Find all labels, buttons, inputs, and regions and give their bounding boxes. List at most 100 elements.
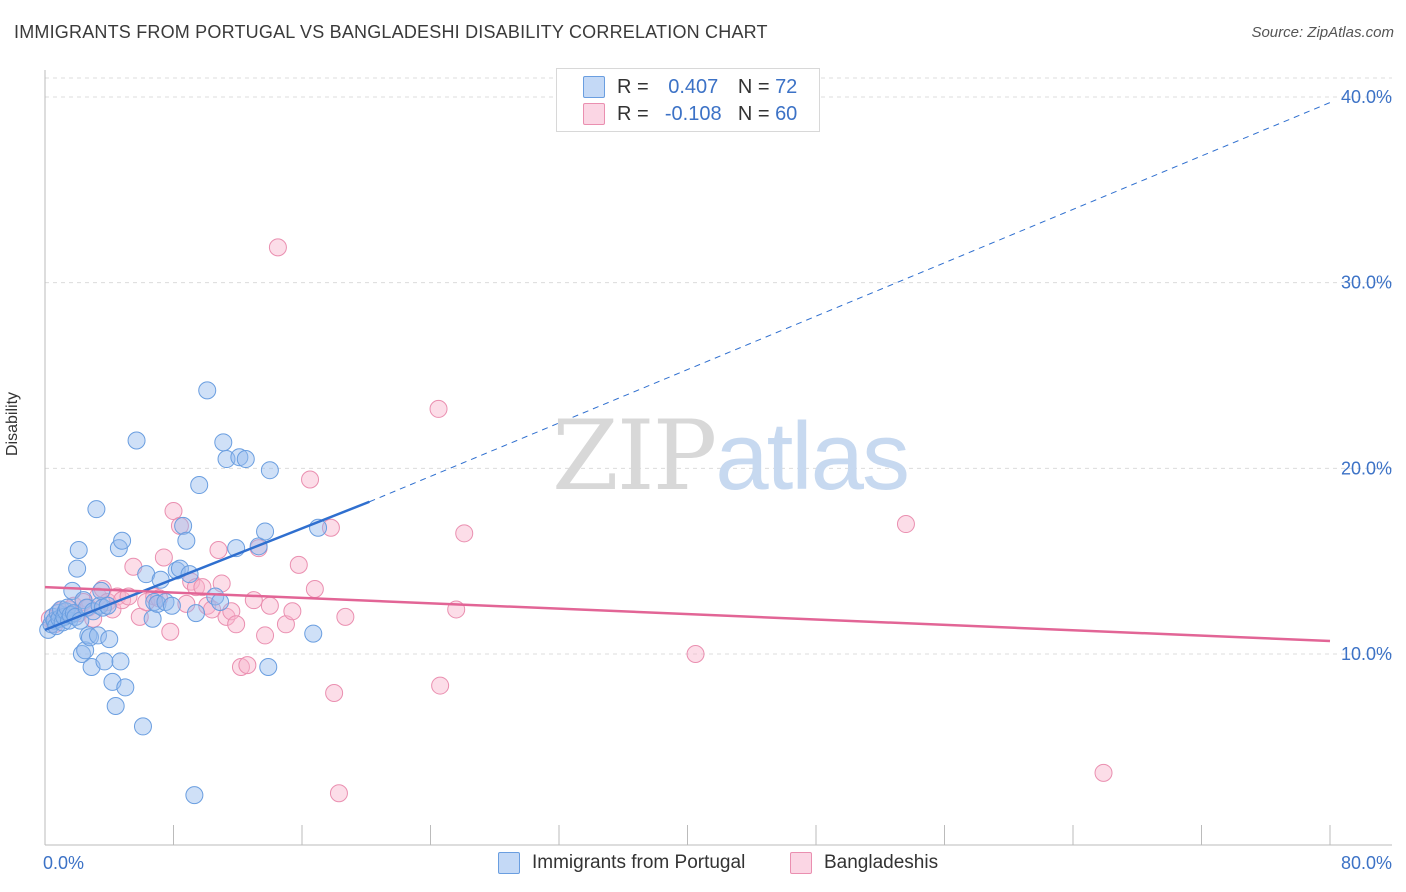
legend-item-bangladeshis: Bangladeshis xyxy=(790,852,938,874)
data-point-bangladeshis xyxy=(238,656,257,675)
data-point-portugal xyxy=(177,531,196,550)
data-point-bangladeshis xyxy=(325,683,344,702)
series-legend: Immigrants from Portugal Bangladeshis xyxy=(0,852,1406,878)
data-point-bangladeshis xyxy=(227,615,246,634)
r-label: R = xyxy=(617,102,649,125)
n-value: 72 xyxy=(775,75,798,98)
data-point-bangladeshis xyxy=(686,645,705,663)
data-point-portugal xyxy=(69,541,88,560)
data-point-portugal xyxy=(113,531,132,550)
legend-row-portugal: R = 0.407 N = 72 xyxy=(583,75,797,99)
y-tick-label: 20.0% xyxy=(1341,458,1392,478)
r-value: 0.407 xyxy=(668,75,719,98)
tick-labels: 10.0% 20.0% 30.0% 40.0% 0.0% 80.0% xyxy=(43,87,1392,873)
portugal-trend-line xyxy=(44,500,370,632)
data-point-bangladeshis xyxy=(231,657,250,676)
data-point-portugal xyxy=(206,587,225,606)
data-point-portugal xyxy=(89,626,108,645)
data-point-portugal xyxy=(211,593,230,612)
watermark-zip: ZIP xyxy=(552,400,717,512)
data-point-portugal xyxy=(174,516,193,535)
data-point-bangladeshis xyxy=(186,578,205,597)
data-point-bangladeshis xyxy=(268,238,287,257)
data-point-bangladeshis xyxy=(164,502,183,521)
data-point-bangladeshis xyxy=(283,602,302,621)
data-point-portugal xyxy=(95,652,114,671)
n-value: 60 xyxy=(775,102,798,125)
data-point-portugal xyxy=(230,448,249,467)
r-value: -0.108 xyxy=(664,102,722,125)
data-point-portugal xyxy=(116,678,135,697)
blue-swatch-icon xyxy=(498,852,520,874)
data-point-bangladeshis xyxy=(455,524,474,543)
data-point-portugal xyxy=(127,431,146,450)
trend-lines xyxy=(44,102,1331,643)
data-point-bangladeshis xyxy=(154,548,173,567)
data-point-portugal xyxy=(68,559,87,578)
watermark: ZIPatlas xyxy=(552,400,910,512)
data-point-portugal xyxy=(111,652,130,671)
data-point-portugal xyxy=(236,450,255,469)
bangladeshis-trend-line xyxy=(44,585,1331,643)
data-point-portugal xyxy=(260,461,279,480)
data-point-bangladeshis xyxy=(217,607,236,626)
data-point-portugal xyxy=(214,433,233,452)
y-axis-label: Disability xyxy=(4,391,21,456)
watermark-atlas: atlas xyxy=(715,403,910,510)
y-tick-label: 40.0% xyxy=(1341,87,1392,107)
y-tick-label: 10.0% xyxy=(1341,644,1392,664)
data-point-bangladeshis xyxy=(244,591,263,610)
data-point-bangladeshis xyxy=(896,515,915,534)
grid-layer xyxy=(45,77,1392,655)
y-tick-label: 30.0% xyxy=(1341,273,1392,293)
data-point-bangladeshis xyxy=(431,676,450,695)
data-point-bangladeshis xyxy=(161,622,180,641)
bangladeshis-points xyxy=(40,238,1113,803)
data-point-portugal xyxy=(190,476,209,495)
n-label: N = xyxy=(737,75,770,98)
data-point-bangladeshis xyxy=(429,399,448,418)
data-point-portugal xyxy=(185,786,204,805)
data-point-bangladeshis xyxy=(1094,763,1113,782)
legend-row-bangladeshis: R = -0.108 N = 60 xyxy=(583,102,797,126)
legend-item-portugal: Immigrants from Portugal xyxy=(498,852,745,874)
data-point-bangladeshis xyxy=(329,784,348,803)
x-tick-label: 80.0% xyxy=(1341,853,1392,873)
data-point-bangladeshis xyxy=(256,626,275,645)
data-point-bangladeshis xyxy=(209,541,228,560)
stats-legend: R = 0.407 N = 72 R = -0.108 N = 60 xyxy=(556,68,820,132)
data-point-bangladeshis xyxy=(321,518,340,537)
x-tick-label: 0.0% xyxy=(43,853,84,873)
data-point-portugal xyxy=(304,624,323,643)
data-point-bangladeshis xyxy=(336,607,355,626)
data-point-portugal xyxy=(256,522,275,541)
data-point-bangladeshis xyxy=(177,594,196,613)
pink-swatch-icon xyxy=(583,103,605,125)
n-label: N = xyxy=(737,102,770,125)
pink-swatch-icon xyxy=(790,852,812,874)
data-point-bangladeshis xyxy=(212,574,231,593)
data-point-portugal xyxy=(87,500,106,519)
data-point-bangladeshis xyxy=(276,615,295,634)
data-point-bangladeshis xyxy=(193,578,212,597)
data-point-portugal xyxy=(133,717,152,736)
data-point-bangladeshis xyxy=(301,470,320,489)
data-point-portugal xyxy=(259,657,278,676)
source-label: Source: ZipAtlas.com xyxy=(1251,24,1394,41)
data-point-bangladeshis xyxy=(305,580,324,599)
data-point-portugal xyxy=(106,696,125,715)
data-point-portugal xyxy=(186,604,205,623)
legend-label-bangladeshis: Bangladeshis xyxy=(824,852,939,873)
portugal-trend-extension xyxy=(369,102,1331,503)
legend-label-portugal: Immigrants from Portugal xyxy=(532,852,746,873)
data-point-bangladeshis xyxy=(260,596,279,615)
axes-layer xyxy=(44,70,1392,846)
data-point-portugal xyxy=(100,630,119,649)
blue-swatch-icon xyxy=(583,76,605,98)
data-point-portugal xyxy=(198,381,217,400)
chart-title: IMMIGRANTS FROM PORTUGAL VS BANGLADESHI … xyxy=(14,22,768,42)
data-point-bangladeshis xyxy=(289,555,308,574)
data-point-portugal xyxy=(162,596,181,615)
r-label: R = xyxy=(617,75,649,98)
